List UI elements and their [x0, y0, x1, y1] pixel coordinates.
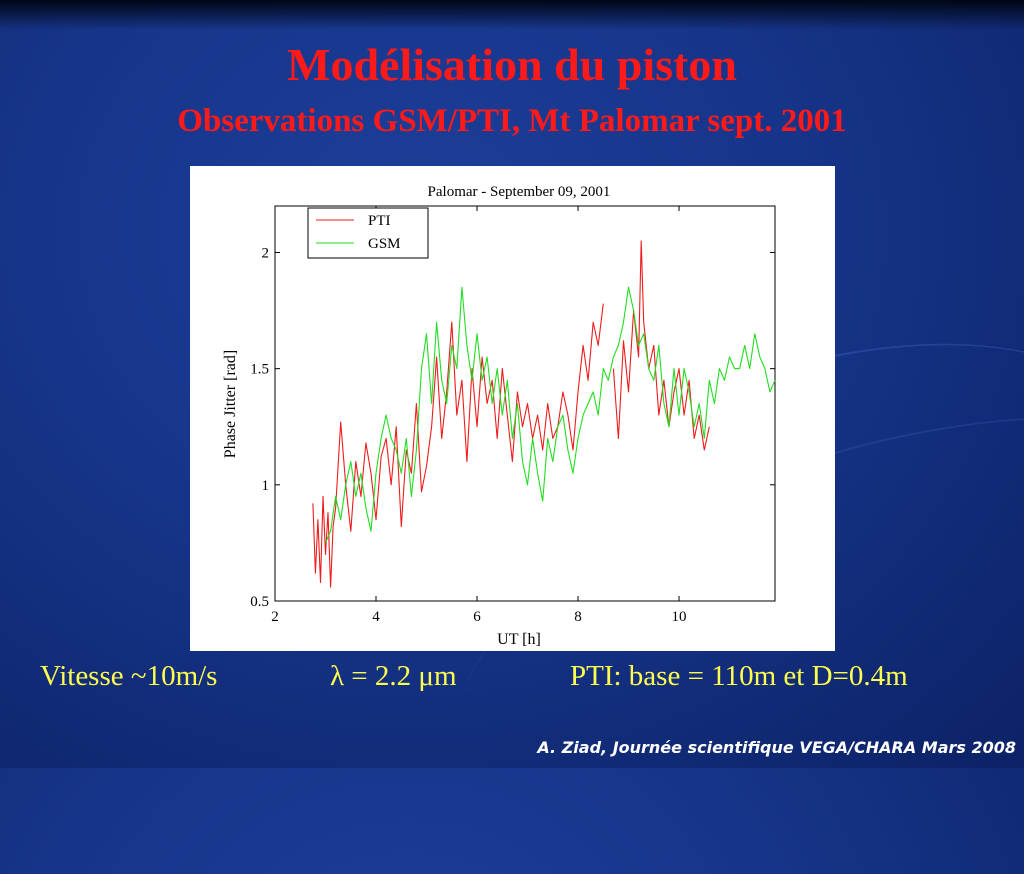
- credit-footer: A. Ziad, Journée scientifique VEGA/CHARA…: [537, 738, 1016, 757]
- x-axis-ticks: 2 4 6 8 10: [271, 206, 687, 625]
- wavelength-text: λ = 2.2 μm: [330, 660, 457, 692]
- series-line-pti: [312, 240, 710, 588]
- x-tick-label: 4: [372, 609, 380, 625]
- chart-title: Palomar - September 09, 2001: [428, 184, 611, 200]
- speed-text: Vitesse ~10m/s: [40, 660, 218, 692]
- legend-label-pti: PTI: [368, 213, 391, 229]
- legend-label-gsm: GSM: [368, 236, 401, 252]
- y-axis-label: Phase Jitter [rad]: [222, 350, 239, 458]
- pti-info-text: PTI: base = 110m et D=0.4m: [570, 660, 908, 692]
- x-axis-label: UT [h]: [497, 631, 541, 648]
- plot-frame: [274, 205, 776, 602]
- x-tick-label: 6: [473, 609, 481, 625]
- x-tick-label: 2: [271, 609, 279, 625]
- x-tick-label: 10: [672, 609, 687, 625]
- y-tick-label: 1.5: [250, 362, 269, 378]
- slide-title: Modélisation du piston: [287, 39, 737, 90]
- y-tick-label: 0.5: [250, 594, 269, 610]
- phase-jitter-chart: Palomar - September 09, 2001 2 4 6 8 10 0.5 1…: [222, 184, 776, 648]
- y-tick-label: 1: [262, 478, 270, 494]
- series-line-gsm: [324, 286, 776, 544]
- legend: PTI GSM: [307, 207, 429, 259]
- slide-subtitle: Observations GSM/PTI, Mt Palomar sept. 2…: [177, 103, 847, 139]
- legend-box: [307, 207, 429, 259]
- chart-figure: Palomar - September 09, 2001 2 4 6 8 10 0.5 1…: [190, 166, 835, 651]
- y-axis-ticks: 0.5 1 1.5 2: [250, 245, 775, 610]
- x-tick-label: 8: [574, 609, 582, 625]
- top-band: [0, 0, 1024, 30]
- series-group: [312, 240, 776, 588]
- y-tick-label: 2: [262, 245, 270, 261]
